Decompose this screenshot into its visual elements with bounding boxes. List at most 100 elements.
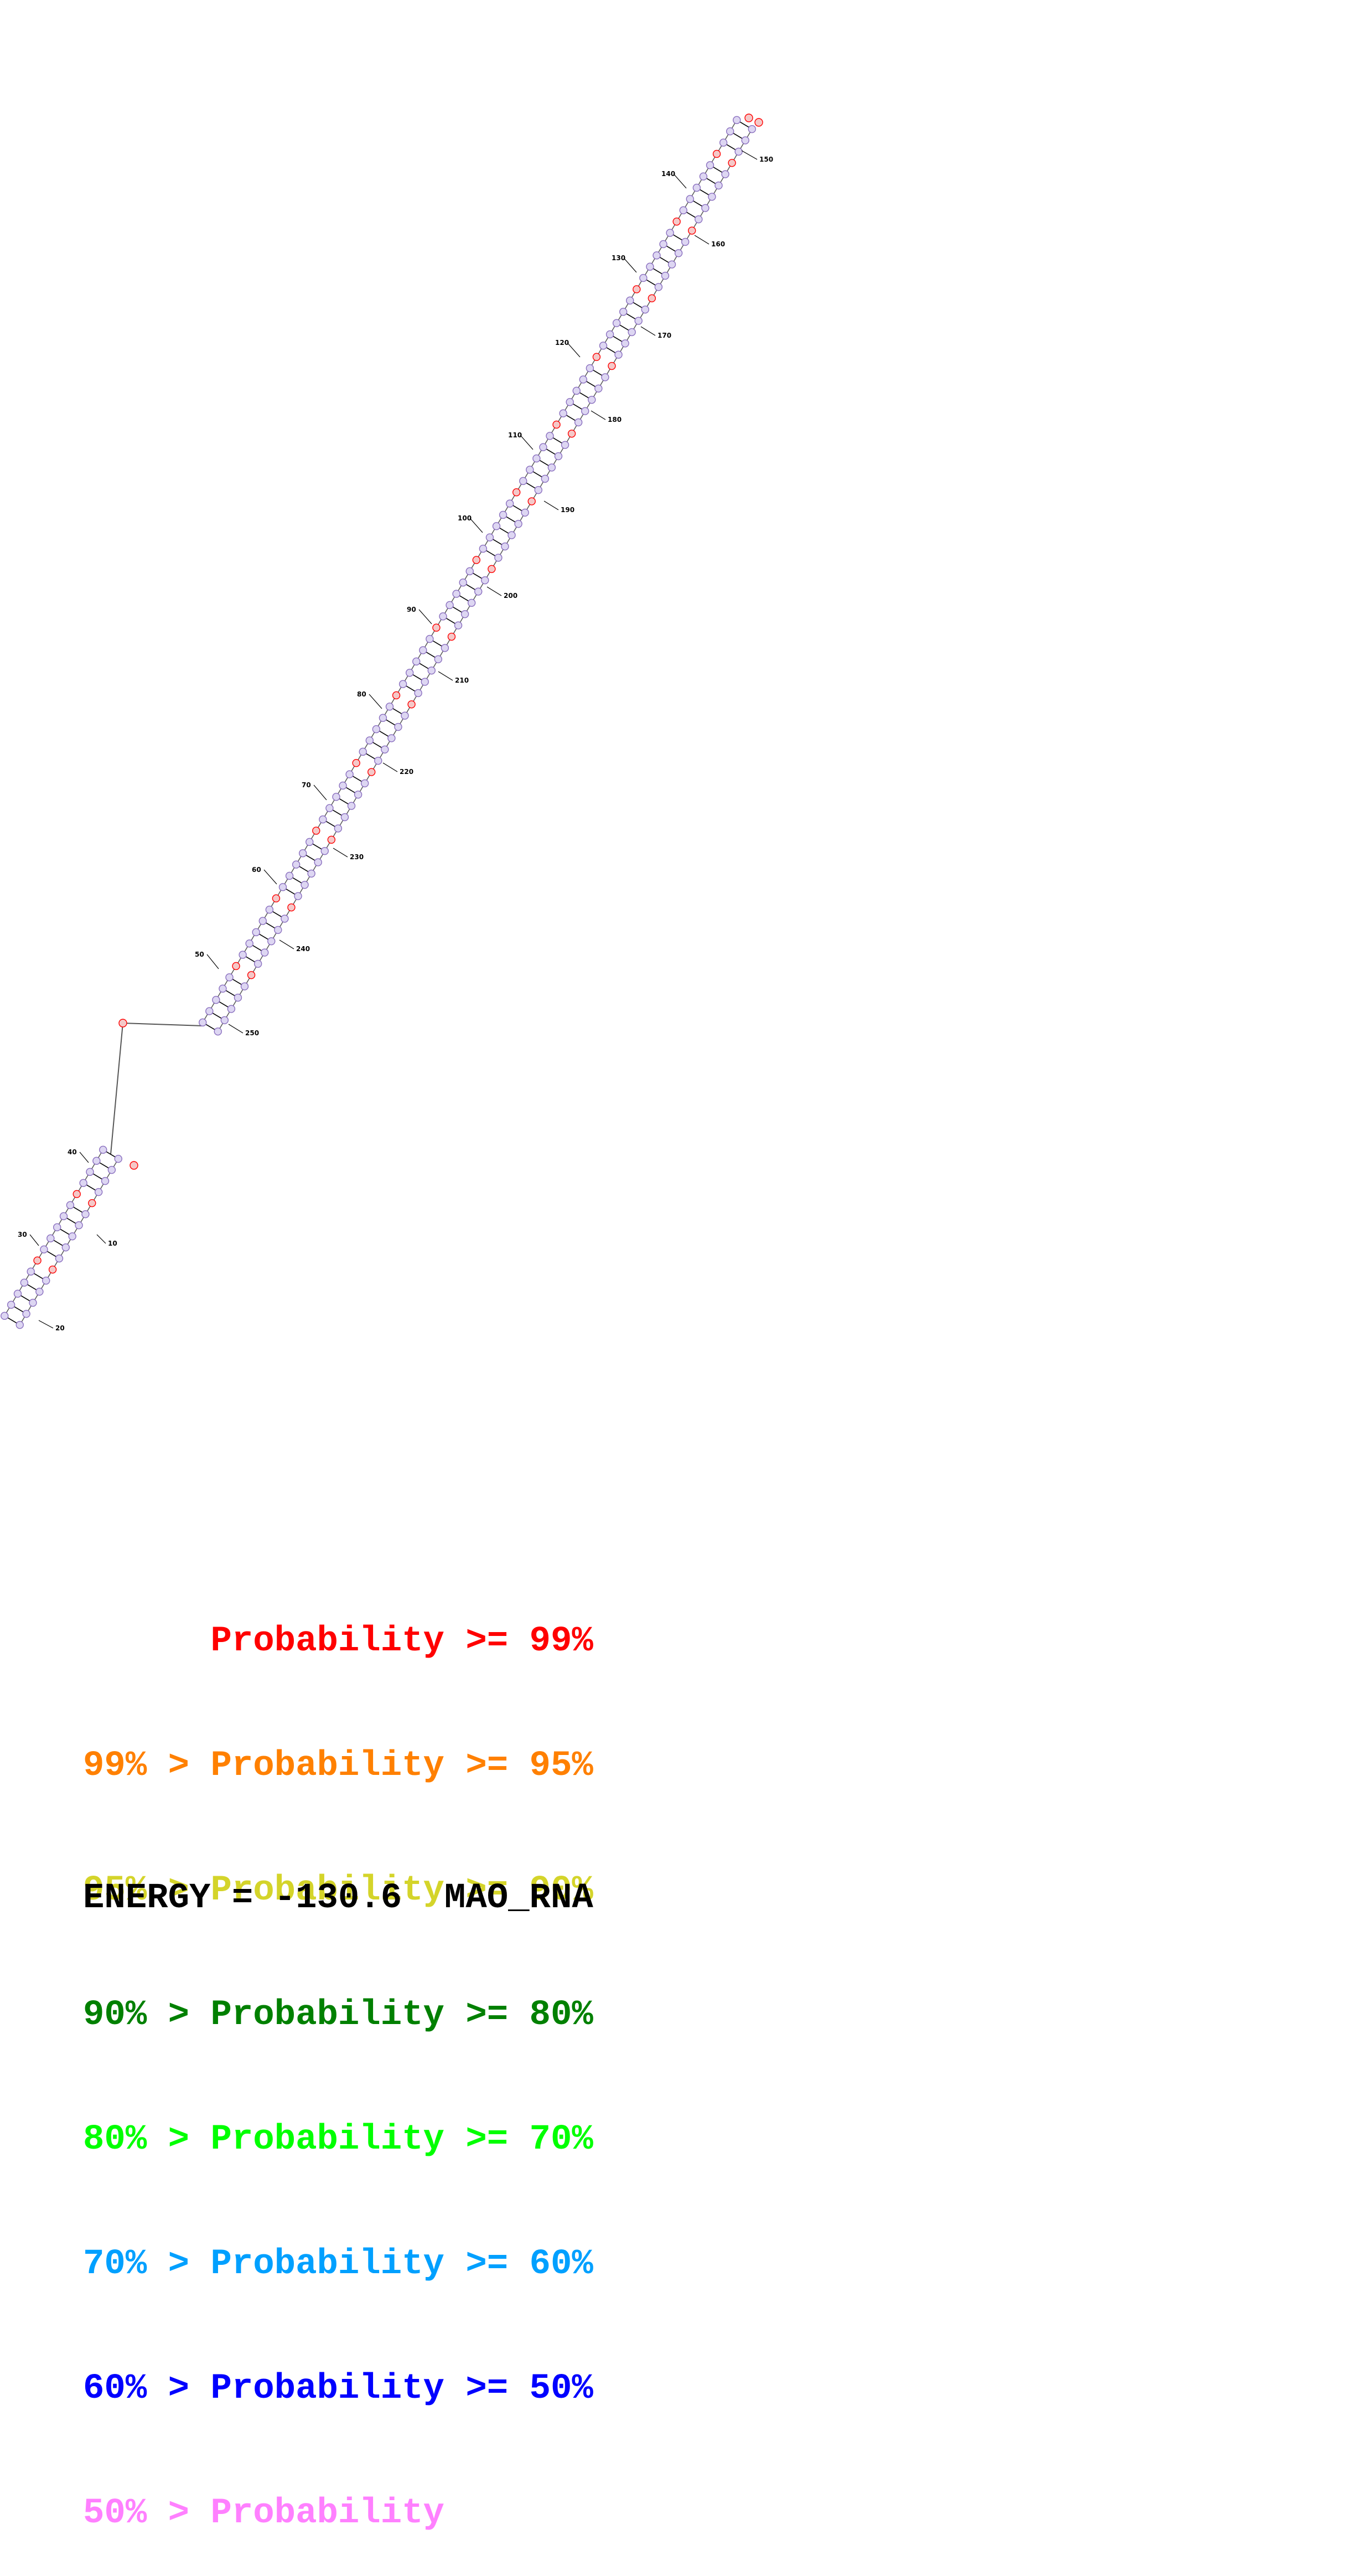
nucleotide: [454, 621, 463, 629]
nucleotide: [519, 477, 527, 486]
nucleotide: [546, 432, 554, 440]
nucleotide: [692, 183, 701, 192]
nucleotide: [532, 454, 541, 463]
nucleotide: [345, 770, 354, 778]
label-tick: [543, 500, 559, 510]
nucleotide: [586, 364, 594, 373]
position-label-240: 240: [296, 945, 310, 953]
position-label-90: 90: [407, 606, 416, 613]
nucleotide: [365, 736, 374, 745]
nucleotide: [501, 542, 509, 551]
nucleotide: [15, 1320, 24, 1329]
label-tick: [38, 1320, 54, 1329]
nucleotide: [86, 1168, 94, 1176]
nucleotide: [99, 1145, 107, 1154]
nucleotide: [306, 838, 314, 846]
nucleotide: [621, 339, 629, 348]
nucleotide: [605, 330, 614, 339]
nucleotide: [567, 430, 576, 438]
legend-row-50: 60% > Probability >= 50%: [83, 2368, 593, 2410]
nucleotide: [267, 937, 276, 946]
nucleotide: [281, 915, 289, 923]
nucleotide: [292, 860, 301, 869]
nucleotide: [13, 1289, 22, 1298]
position-label-10: 10: [108, 1240, 117, 1247]
nucleotide: [379, 714, 387, 722]
legend-prefix: 80% >: [83, 2120, 211, 2160]
nucleotide: [22, 1309, 30, 1318]
position-label-220: 220: [400, 768, 413, 776]
nucleotide: [320, 846, 329, 855]
nucleotide: [347, 802, 356, 810]
linker-strand: [110, 1022, 204, 1155]
nucleotide: [594, 384, 603, 393]
nucleotide: [566, 398, 574, 406]
nucleotide: [674, 249, 683, 257]
nucleotide: [505, 499, 514, 508]
nucleotide: [33, 1256, 42, 1265]
position-label-110: 110: [508, 431, 522, 439]
nucleotide: [508, 531, 516, 539]
legend-row-99: Probability >= 99%: [83, 1621, 593, 1663]
nucleotide: [552, 420, 561, 429]
nucleotide: [225, 973, 234, 982]
nucleotide: [419, 646, 427, 654]
nucleotide: [7, 1300, 15, 1309]
backbone-strand: [19, 1158, 119, 1325]
energy-label: ENERGY =: [83, 1878, 275, 1918]
nucleotide: [679, 206, 687, 215]
label-tick: [313, 784, 327, 801]
nucleotide: [472, 556, 480, 564]
nucleotide: [672, 218, 681, 226]
nucleotide: [94, 1188, 103, 1196]
label-tick: [694, 235, 710, 245]
position-label-170: 170: [657, 332, 671, 339]
nucleotide: [581, 407, 589, 415]
legend-row-80: 90% > Probability >= 80%: [83, 1995, 593, 2036]
nucleotide: [212, 995, 220, 1004]
nucleotide: [639, 273, 648, 282]
position-label-180: 180: [608, 416, 622, 424]
nucleotide: [695, 215, 703, 224]
nucleotide: [434, 655, 443, 663]
nucleotide: [432, 623, 441, 632]
nucleotide: [499, 510, 508, 519]
nucleotide: [748, 125, 756, 133]
nucleotide: [412, 657, 421, 666]
nucleotide: [319, 815, 327, 824]
nucleotide: [360, 779, 369, 788]
nucleotide: [481, 576, 489, 585]
nucleotide: [20, 1278, 29, 1287]
nucleotide: [27, 1267, 35, 1276]
structure-name: MAO_RNA: [444, 1878, 593, 1918]
legend-text: Probability >= 90%: [210, 1871, 593, 1911]
loop-nucleotide: [130, 1161, 138, 1170]
nucleotide: [240, 982, 249, 990]
nucleotide: [392, 691, 401, 700]
label-tick: [263, 869, 277, 885]
legend-row-90: 95% > Probability >= 90%: [83, 1870, 593, 1912]
label-tick: [520, 435, 534, 450]
nucleotide: [688, 226, 696, 235]
probability-legend: Probability >= 99% 99% > Probability >= …: [83, 1538, 593, 2576]
nucleotide: [633, 285, 641, 293]
nucleotide: [107, 1165, 116, 1174]
nucleotide: [661, 271, 670, 280]
nucleotide: [298, 849, 307, 858]
nucleotide: [741, 136, 749, 144]
position-label-120: 120: [555, 339, 569, 347]
nucleotide: [258, 917, 267, 925]
nucleotide: [79, 1179, 87, 1188]
legend-prefix: 50% >: [83, 2494, 211, 2533]
linker-nucleotide: [118, 1019, 127, 1028]
nucleotide: [265, 905, 274, 914]
nucleotide: [325, 804, 334, 812]
legend-prefix: 70% >: [83, 2244, 211, 2284]
nucleotide: [307, 869, 315, 878]
nucleotide: [654, 283, 663, 291]
nucleotide: [426, 634, 434, 643]
legend-row-60: 70% > Probability >= 60%: [83, 2244, 593, 2285]
label-tick: [29, 1234, 39, 1246]
nucleotide: [314, 858, 322, 866]
nucleotide: [460, 610, 469, 618]
